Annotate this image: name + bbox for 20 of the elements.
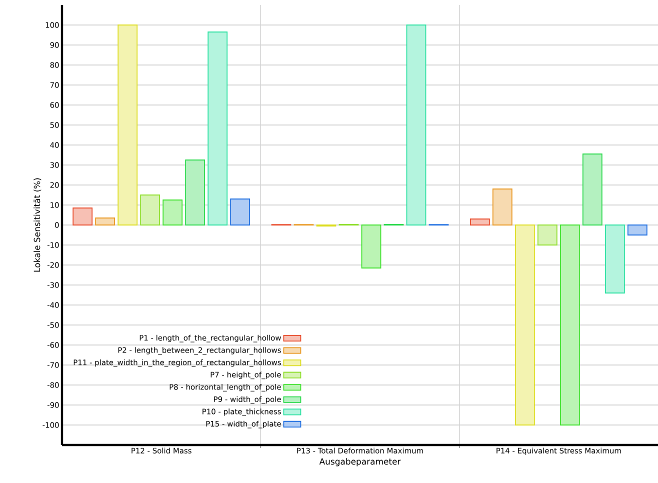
bar xyxy=(185,160,206,226)
bar xyxy=(140,194,160,226)
bar xyxy=(162,200,183,226)
bar xyxy=(582,154,602,226)
bar xyxy=(118,24,138,226)
x-axis-title: Ausgabeparameter xyxy=(319,458,401,466)
bar xyxy=(537,224,558,246)
bar xyxy=(208,32,228,226)
bar xyxy=(492,188,512,226)
bar xyxy=(470,218,490,226)
bar xyxy=(514,224,535,426)
bar xyxy=(406,24,426,226)
bar xyxy=(361,224,382,268)
bar xyxy=(604,224,625,294)
bar xyxy=(72,208,93,226)
bar xyxy=(560,224,580,426)
bar xyxy=(627,224,648,236)
bar xyxy=(95,218,116,226)
y-axis-title: Lokale Sensitivität (%) xyxy=(34,178,42,272)
bar xyxy=(230,198,250,226)
